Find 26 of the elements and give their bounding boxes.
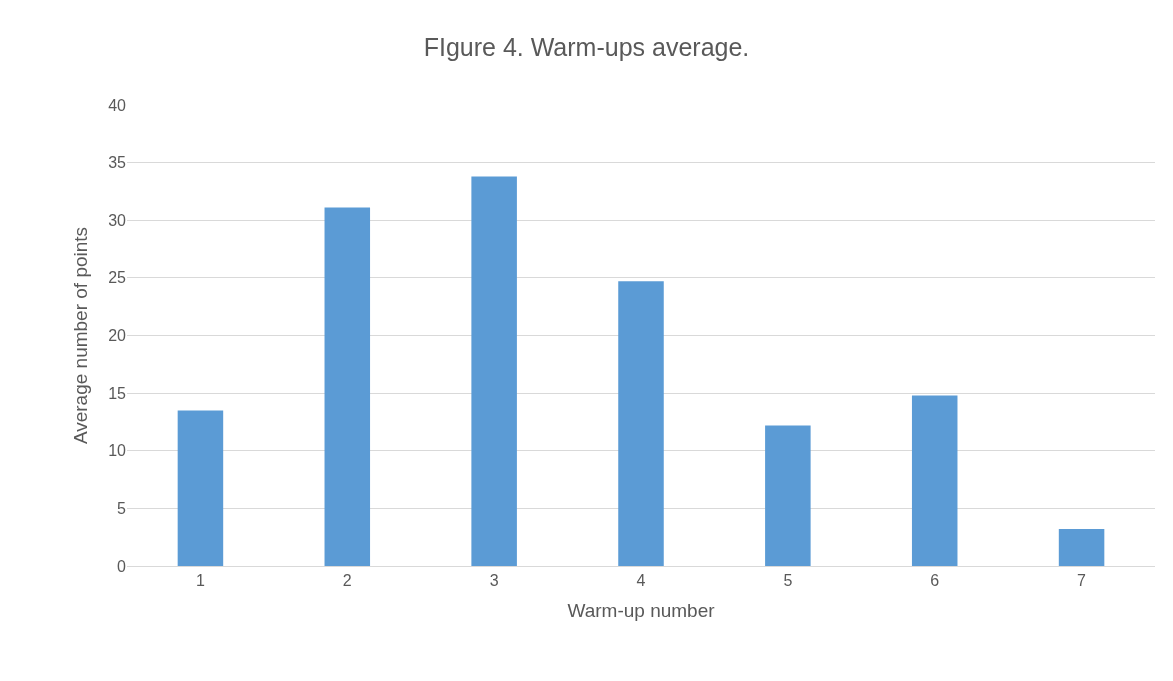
y-tick-label: 20 (108, 327, 127, 345)
x-tick-label: 6 (930, 572, 940, 590)
x-tick-label: 1 (195, 572, 205, 590)
y-tick-label: 30 (108, 211, 127, 229)
bar (765, 425, 811, 566)
y-tick-label: 0 (117, 557, 127, 575)
y-tick-label: 25 (108, 269, 127, 287)
chart-title: FIgure 4. Warm-ups average. (423, 33, 750, 62)
x-tick-label: 2 (342, 572, 352, 590)
y-tick-label: 35 (108, 154, 127, 172)
y-tick-label: 10 (108, 442, 127, 460)
y-tick-label: 15 (108, 384, 127, 402)
y-tick-label: 40 (108, 96, 127, 114)
x-tick-label: 5 (783, 572, 793, 590)
bar (324, 207, 371, 566)
x-axis-title: Warm-up number (567, 600, 716, 621)
y-tick-label: 5 (117, 499, 127, 517)
bar (177, 410, 224, 566)
x-tick-label: 7 (1077, 572, 1087, 590)
x-tick-label: 3 (489, 572, 499, 590)
bar (471, 176, 517, 566)
bar (1058, 529, 1105, 566)
bar (618, 281, 664, 566)
bar (911, 395, 958, 566)
y-axis-title: Average number of points (70, 226, 92, 445)
x-tick-label: 4 (636, 572, 646, 590)
